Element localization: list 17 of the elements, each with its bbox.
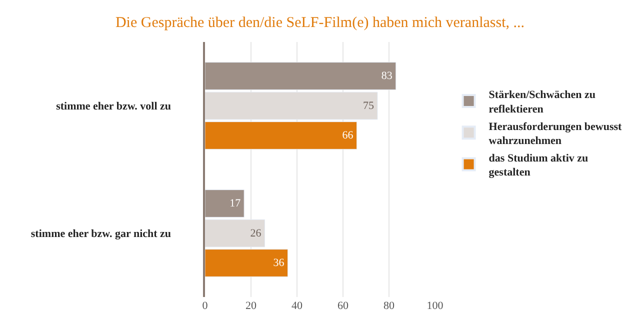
x-tick-label: 80	[384, 300, 395, 312]
data-label: 83	[381, 70, 393, 82]
x-tick-label: 40	[292, 300, 303, 312]
data-label: 75	[363, 100, 374, 112]
y-tick-label: stimme eher bzw. voll zu	[56, 100, 172, 113]
x-tick-label: 20	[246, 300, 257, 312]
data-label: 66	[342, 130, 354, 142]
x-tick-label: 0	[202, 300, 208, 312]
data-label: 36	[273, 257, 285, 269]
data-label: 26	[250, 227, 262, 240]
data-label: 17	[230, 198, 242, 210]
x-tick-label: 60	[338, 300, 349, 312]
chart-title: Die Gespräche über den/die SeLF-Film(e) haben mich veranlasst, ...	[115, 14, 525, 31]
x-tick-label: 100	[426, 300, 444, 312]
legend-label: Stärken/Schwächen zu reflektieren	[488, 89, 596, 116]
y-tick-label: stimme eher bzw. gar nicht zu	[30, 228, 172, 240]
legend-label: das Studium aktiv zu gestalten	[488, 152, 588, 179]
